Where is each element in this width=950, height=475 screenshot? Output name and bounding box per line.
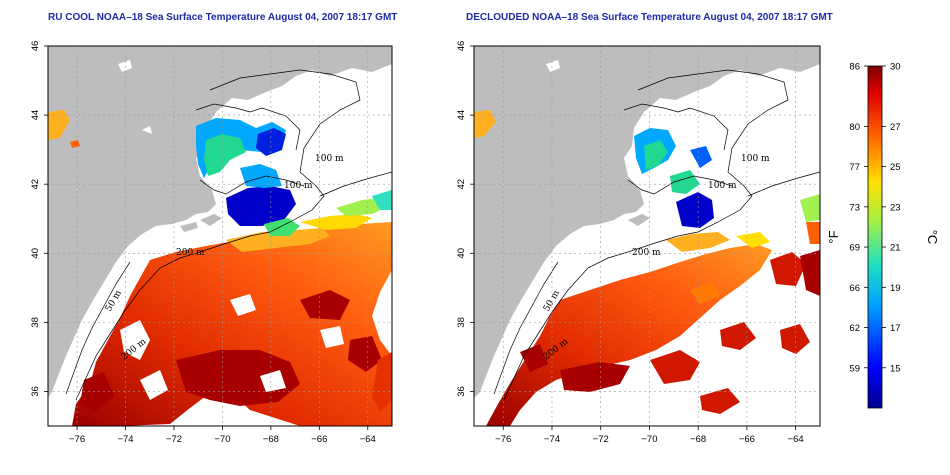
longitude-tick-label: −68 [690,434,706,445]
celsius-tick-label: 15 [890,363,901,374]
contour-label: 200 m [632,248,661,258]
latitude-tick-label: 42 [30,179,41,190]
longitude-tick-label: −72 [593,434,609,445]
latitude-tick-label: 36 [30,386,41,397]
longitude-tick-label: −74 [117,434,133,445]
fahrenheit-tick-label: 66 [849,283,860,294]
contour-label: 100 m [708,181,737,191]
right-map-panel: 100 m 100 m 200 m 50 m 200 m −76 −74 −72 −7… [456,41,821,445]
celsius-tick-label: 19 [890,283,901,294]
fahrenheit-tick-label: 69 [849,243,860,254]
fahrenheit-tick-label: 73 [849,202,860,213]
left-panel-title: RU COOL NOAA–18 Sea Surface Temperature … [48,12,398,23]
celsius-tick-label: 23 [890,202,901,213]
longitude-tick-label: −68 [263,434,279,445]
longitude-tick-label: −66 [311,434,327,445]
longitude-tick-label: −72 [166,434,182,445]
latitude-tick-label: 38 [456,317,467,328]
latitude-tick-label: 44 [456,110,467,121]
contour-label: 100 m [315,154,344,164]
latitude-tick-label: 42 [456,179,467,190]
latitude-tick-label: 40 [30,248,41,259]
latitude-tick-label: 38 [30,317,41,328]
longitude-tick-label: −70 [641,434,657,445]
longitude-tick-label: −76 [69,434,85,445]
longitude-tick-label: −64 [360,434,376,445]
latitude-tick-label: 40 [456,248,467,259]
contour-label: 200 m [176,248,205,258]
celsius-tick-label: 30 [890,62,901,73]
longitude-tick-label: −66 [739,434,755,445]
contour-label: 100 m [284,181,313,191]
longitude-tick-label: −64 [788,434,804,445]
celsius-label: °C [925,230,940,245]
latitude-tick-label: 44 [30,110,41,121]
longitude-tick-label: −74 [544,434,560,445]
graticule [474,46,820,426]
land-mass [48,46,392,398]
latitude-tick-label: 46 [30,41,41,52]
fahrenheit-label: °F [826,230,841,243]
celsius-tick-label: 21 [890,243,901,254]
latitude-tick-label: 36 [456,386,467,397]
contour-label: 100 m [741,154,770,164]
celsius-tick-label: 17 [890,323,901,334]
latitude-tick-label: 46 [456,41,467,52]
longitude-tick-label: −76 [495,434,511,445]
celsius-tick-label: 27 [890,122,901,133]
celsius-tick-label: 25 [890,162,901,173]
longitude-tick-label: −70 [214,434,230,445]
right-panel-title: DECLOUDED NOAA–18 Sea Surface Temperatur… [466,12,833,23]
fahrenheit-tick-label: 77 [849,162,860,173]
left-map-panel: 100 m 100 m 200 m 50 m 200 m −76 −74 −72 −7… [30,41,393,445]
fahrenheit-tick-label: 80 [849,122,860,133]
fahrenheit-tick-label: 59 [849,363,860,374]
graticule [48,46,392,426]
fahrenheit-tick-label: 62 [849,323,860,334]
fahrenheit-tick-label: 86 [849,62,860,73]
land-mass [474,46,820,398]
temperature-colorbar: 30 86 27 80 25 77 23 73 21 69 19 66 17 62 15 59 °F °C [826,62,940,409]
